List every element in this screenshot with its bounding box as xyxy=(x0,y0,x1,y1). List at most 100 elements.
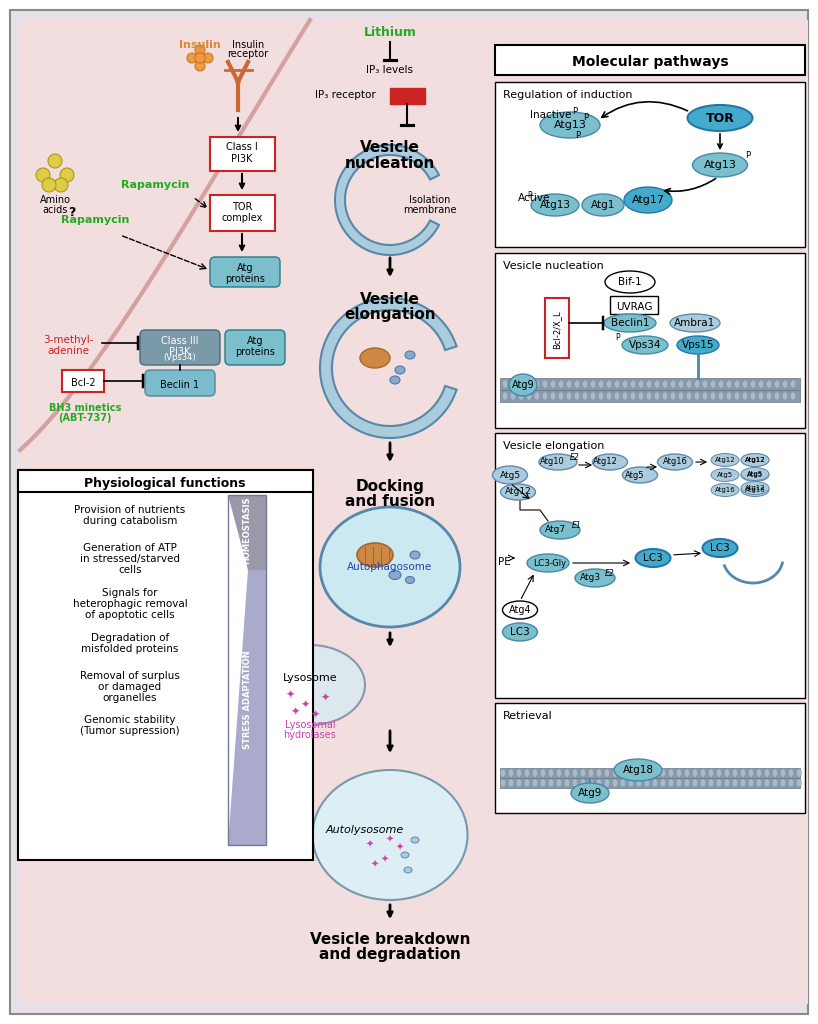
Ellipse shape xyxy=(540,521,580,539)
Ellipse shape xyxy=(509,374,537,396)
Bar xyxy=(62,370,104,392)
Text: proteins: proteins xyxy=(225,274,265,284)
Text: Physiological functions: Physiological functions xyxy=(84,476,245,489)
Ellipse shape xyxy=(195,61,205,71)
Text: Class III: Class III xyxy=(161,336,199,346)
Text: Inactive: Inactive xyxy=(530,110,572,120)
Text: P: P xyxy=(575,131,581,140)
Text: Atg1: Atg1 xyxy=(591,200,615,210)
Ellipse shape xyxy=(599,380,604,388)
Ellipse shape xyxy=(725,769,730,777)
Ellipse shape xyxy=(551,380,555,388)
Ellipse shape xyxy=(320,507,460,627)
Ellipse shape xyxy=(703,539,738,557)
Polygon shape xyxy=(228,570,266,845)
Bar xyxy=(18,470,313,492)
Ellipse shape xyxy=(740,779,745,787)
Ellipse shape xyxy=(502,380,507,388)
Ellipse shape xyxy=(574,392,579,400)
Ellipse shape xyxy=(533,769,537,777)
Ellipse shape xyxy=(718,392,723,400)
Ellipse shape xyxy=(663,380,667,388)
Ellipse shape xyxy=(670,314,720,332)
Ellipse shape xyxy=(582,392,587,400)
Ellipse shape xyxy=(567,392,572,400)
Text: Atg10: Atg10 xyxy=(540,458,564,467)
Text: E2: E2 xyxy=(570,454,580,463)
Ellipse shape xyxy=(596,779,601,787)
Text: Retrieval: Retrieval xyxy=(503,711,553,721)
Text: PE: PE xyxy=(497,557,510,567)
Text: ?: ? xyxy=(69,207,76,219)
Ellipse shape xyxy=(502,623,537,641)
FancyBboxPatch shape xyxy=(140,330,220,365)
Ellipse shape xyxy=(646,392,651,400)
Text: ✦: ✦ xyxy=(366,840,374,850)
Ellipse shape xyxy=(527,380,532,388)
Text: Molecular pathways: Molecular pathways xyxy=(572,55,728,69)
Text: proteins: proteins xyxy=(235,347,275,357)
Text: Insulin: Insulin xyxy=(231,40,264,50)
Text: complex: complex xyxy=(222,213,263,223)
Ellipse shape xyxy=(694,380,699,388)
Ellipse shape xyxy=(551,392,555,400)
Text: in stressed/starved: in stressed/starved xyxy=(80,554,180,564)
Text: Genomic stability: Genomic stability xyxy=(84,715,176,725)
Ellipse shape xyxy=(676,779,681,787)
Ellipse shape xyxy=(748,779,753,787)
Ellipse shape xyxy=(519,380,524,388)
Text: during catabolism: during catabolism xyxy=(83,516,178,526)
Ellipse shape xyxy=(574,380,579,388)
Ellipse shape xyxy=(360,348,390,368)
Ellipse shape xyxy=(741,468,769,480)
Text: ✦: ✦ xyxy=(300,700,310,710)
Ellipse shape xyxy=(592,454,627,470)
Ellipse shape xyxy=(783,380,788,388)
Ellipse shape xyxy=(735,380,739,388)
Text: BH3 minetics: BH3 minetics xyxy=(49,403,121,413)
Ellipse shape xyxy=(389,570,401,580)
Ellipse shape xyxy=(573,779,578,787)
Text: Class I: Class I xyxy=(226,142,258,152)
Ellipse shape xyxy=(748,769,753,777)
Ellipse shape xyxy=(542,380,547,388)
Text: of apoptotic cells: of apoptotic cells xyxy=(85,610,175,620)
Ellipse shape xyxy=(711,380,716,388)
Ellipse shape xyxy=(765,779,770,787)
Text: IP₃ receptor: IP₃ receptor xyxy=(315,90,375,100)
Text: Isolation: Isolation xyxy=(409,195,451,205)
Text: (Tumor supression): (Tumor supression) xyxy=(80,726,180,736)
Ellipse shape xyxy=(588,779,594,787)
Text: P: P xyxy=(616,333,620,341)
Ellipse shape xyxy=(766,392,771,400)
Ellipse shape xyxy=(540,112,600,138)
Polygon shape xyxy=(320,298,456,438)
Ellipse shape xyxy=(686,380,691,388)
Ellipse shape xyxy=(613,769,618,777)
Ellipse shape xyxy=(582,380,587,388)
Text: Atg: Atg xyxy=(236,263,254,273)
Ellipse shape xyxy=(797,779,802,787)
Ellipse shape xyxy=(678,392,684,400)
Ellipse shape xyxy=(622,392,627,400)
Ellipse shape xyxy=(591,380,596,388)
Text: Atg9: Atg9 xyxy=(578,788,602,798)
Ellipse shape xyxy=(36,168,50,182)
Bar xyxy=(610,296,658,314)
Ellipse shape xyxy=(501,779,506,787)
Ellipse shape xyxy=(628,769,633,777)
Ellipse shape xyxy=(708,769,713,777)
Text: E1: E1 xyxy=(572,521,582,530)
Text: Autolysosome: Autolysosome xyxy=(326,825,404,835)
Ellipse shape xyxy=(654,380,659,388)
Bar xyxy=(495,253,805,428)
Ellipse shape xyxy=(743,380,748,388)
Bar xyxy=(495,703,805,813)
Text: Signals for: Signals for xyxy=(102,588,158,598)
Ellipse shape xyxy=(645,769,649,777)
Ellipse shape xyxy=(502,601,537,618)
Ellipse shape xyxy=(527,554,569,572)
Ellipse shape xyxy=(660,769,666,777)
Ellipse shape xyxy=(711,392,716,400)
Text: TOR: TOR xyxy=(706,112,735,125)
